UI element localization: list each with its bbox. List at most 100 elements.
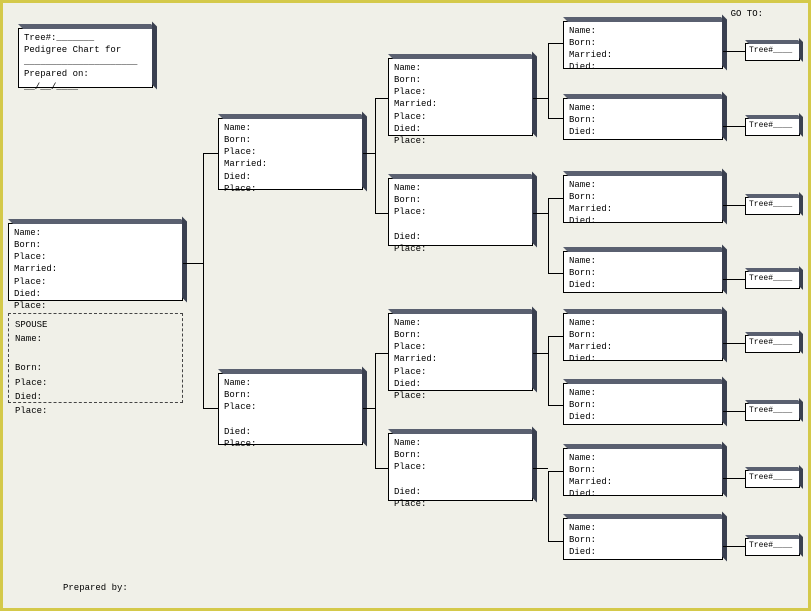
gen2a-box: Name: Born: Place: Married: Died: Place: <box>218 118 363 190</box>
field-label: Name: <box>15 334 42 344</box>
field-label: Born: <box>569 465 596 475</box>
field-label: Name: <box>14 228 41 238</box>
blank-line: _____________________ <box>24 57 137 67</box>
pedigree-chart-page: GO TO: Tree#:_______ Pedigree Chart for … <box>0 0 811 611</box>
tree-slot-1: Tree#____ <box>745 118 800 136</box>
field-label: Born: <box>14 240 41 250</box>
field-label: Born: <box>569 330 596 340</box>
field-label: Died: <box>14 289 41 299</box>
field-label: Place: <box>394 244 426 254</box>
field-label: Name: <box>394 318 421 328</box>
field-label: Died: <box>394 487 421 497</box>
gen4-box-0: Name: Born: Married: Died: <box>563 21 723 69</box>
gen4-box-1: Name:Born:Died: <box>563 98 723 140</box>
gen3a-box: Name: Born: Place: Married: Place: Died:… <box>388 58 533 136</box>
field-label: Place: <box>224 439 256 449</box>
field-label: Married: <box>394 99 437 109</box>
field-label: Married: <box>569 50 612 60</box>
field-label: Name: <box>394 63 421 73</box>
field-label: Born: <box>569 38 596 48</box>
gen4-box-7: Name: Born: Died: <box>563 518 723 560</box>
field-label: Place: <box>224 402 256 412</box>
field-label: Born: <box>15 363 42 373</box>
field-label: Name: <box>224 123 251 133</box>
field-label: Born: <box>224 390 251 400</box>
field-label: Died: <box>224 172 251 182</box>
field-label: Died: <box>15 392 42 402</box>
gen3d-box: Name: Born: Place: Died: Place: <box>388 433 533 501</box>
field-label: Name: <box>394 183 421 193</box>
field-label: Married: <box>569 342 612 352</box>
gen4-box-4: Name: Born: Married: Died: <box>563 313 723 361</box>
gen4-box-6: Name: Born: Married: Died: <box>563 448 723 496</box>
field-label: Died: <box>569 547 596 557</box>
field-label: Born: <box>394 75 421 85</box>
tree-slot-3: Tree#____ <box>745 271 800 289</box>
gen1-box: Name: Born: Place: Married: Place: Died:… <box>8 223 183 301</box>
prepared-on: Prepared on: __/__/____ <box>24 69 89 91</box>
field-label: Place: <box>15 406 47 416</box>
field-label: Place: <box>14 252 46 262</box>
spouse-box: SPOUSE Name: Born: Place: Died: Place: <box>8 313 183 403</box>
field-label: Name: <box>569 453 596 463</box>
tree-num: Tree#:_______ <box>24 33 94 43</box>
field-label: Born: <box>569 192 596 202</box>
tree-slot-0: Tree#____ <box>745 43 800 61</box>
field-label: Place: <box>394 342 426 352</box>
field-label: Married: <box>569 477 612 487</box>
field-label: Died: <box>569 127 596 137</box>
field-label: Died: <box>569 354 596 364</box>
gen2b-box: Name: Born: Place: Died: Place: <box>218 373 363 445</box>
gen4-box-5: Name:Born:Died: <box>563 383 723 425</box>
field-label: Place: <box>394 367 426 377</box>
prepared-by: Prepared by: <box>63 583 128 593</box>
field-label: Born: <box>394 195 421 205</box>
field-label: Name: <box>569 256 596 266</box>
field-label: Place: <box>394 112 426 122</box>
field-label: Died: <box>224 427 251 437</box>
spouse-label: SPOUSE <box>15 320 47 330</box>
gen3c-box: Name: Born: Place: Married: Place: Died:… <box>388 313 533 391</box>
field-label: Name: <box>569 103 596 113</box>
tree-slot-2: Tree#____ <box>745 197 800 215</box>
field-label: Place: <box>14 277 46 287</box>
field-label: Died: <box>569 280 596 290</box>
field-label: Place: <box>394 207 426 217</box>
field-label: Name: <box>224 378 251 388</box>
gen4-box-3: Name: Born: Died: <box>563 251 723 293</box>
field-label: Name: <box>569 180 596 190</box>
field-label: Married: <box>224 159 267 169</box>
field-label: Name: <box>569 523 596 533</box>
field-label: Died: <box>569 412 596 422</box>
field-label: Name: <box>569 318 596 328</box>
field-label: Born: <box>394 330 421 340</box>
gen4-box-2: Name: Born: Married: Died: <box>563 175 723 223</box>
field-label: Died: <box>569 62 596 72</box>
tree-slot-5: Tree#____ <box>745 403 800 421</box>
field-label: Married: <box>14 264 57 274</box>
tree-slot-7: Tree#____ <box>745 538 800 556</box>
field-label: Married: <box>569 204 612 214</box>
field-label: Place: <box>224 184 256 194</box>
chart-title: Pedigree Chart for <box>24 45 121 55</box>
field-label: Died: <box>569 489 596 499</box>
field-label: Born: <box>569 268 596 278</box>
field-label: Name: <box>394 438 421 448</box>
gen3b-box: Name: Born: Place: Died: Place: <box>388 178 533 246</box>
field-label: Died: <box>569 216 596 226</box>
goto-label: GO TO: <box>731 9 763 19</box>
header-box: Tree#:_______ Pedigree Chart for _______… <box>18 28 153 88</box>
field-label: Died: <box>394 232 421 242</box>
field-label: Died: <box>394 379 421 389</box>
field-label: Place: <box>224 147 256 157</box>
field-label: Place: <box>394 499 426 509</box>
field-label: Died: <box>394 124 421 134</box>
field-label: Name: <box>569 26 596 36</box>
field-label: Place: <box>14 301 46 311</box>
field-label: Place: <box>394 391 426 401</box>
field-label: Married: <box>394 354 437 364</box>
field-label: Born: <box>394 450 421 460</box>
field-label: Born: <box>569 535 596 545</box>
field-label: Name: <box>569 388 596 398</box>
tree-slot-4: Tree#____ <box>745 335 800 353</box>
